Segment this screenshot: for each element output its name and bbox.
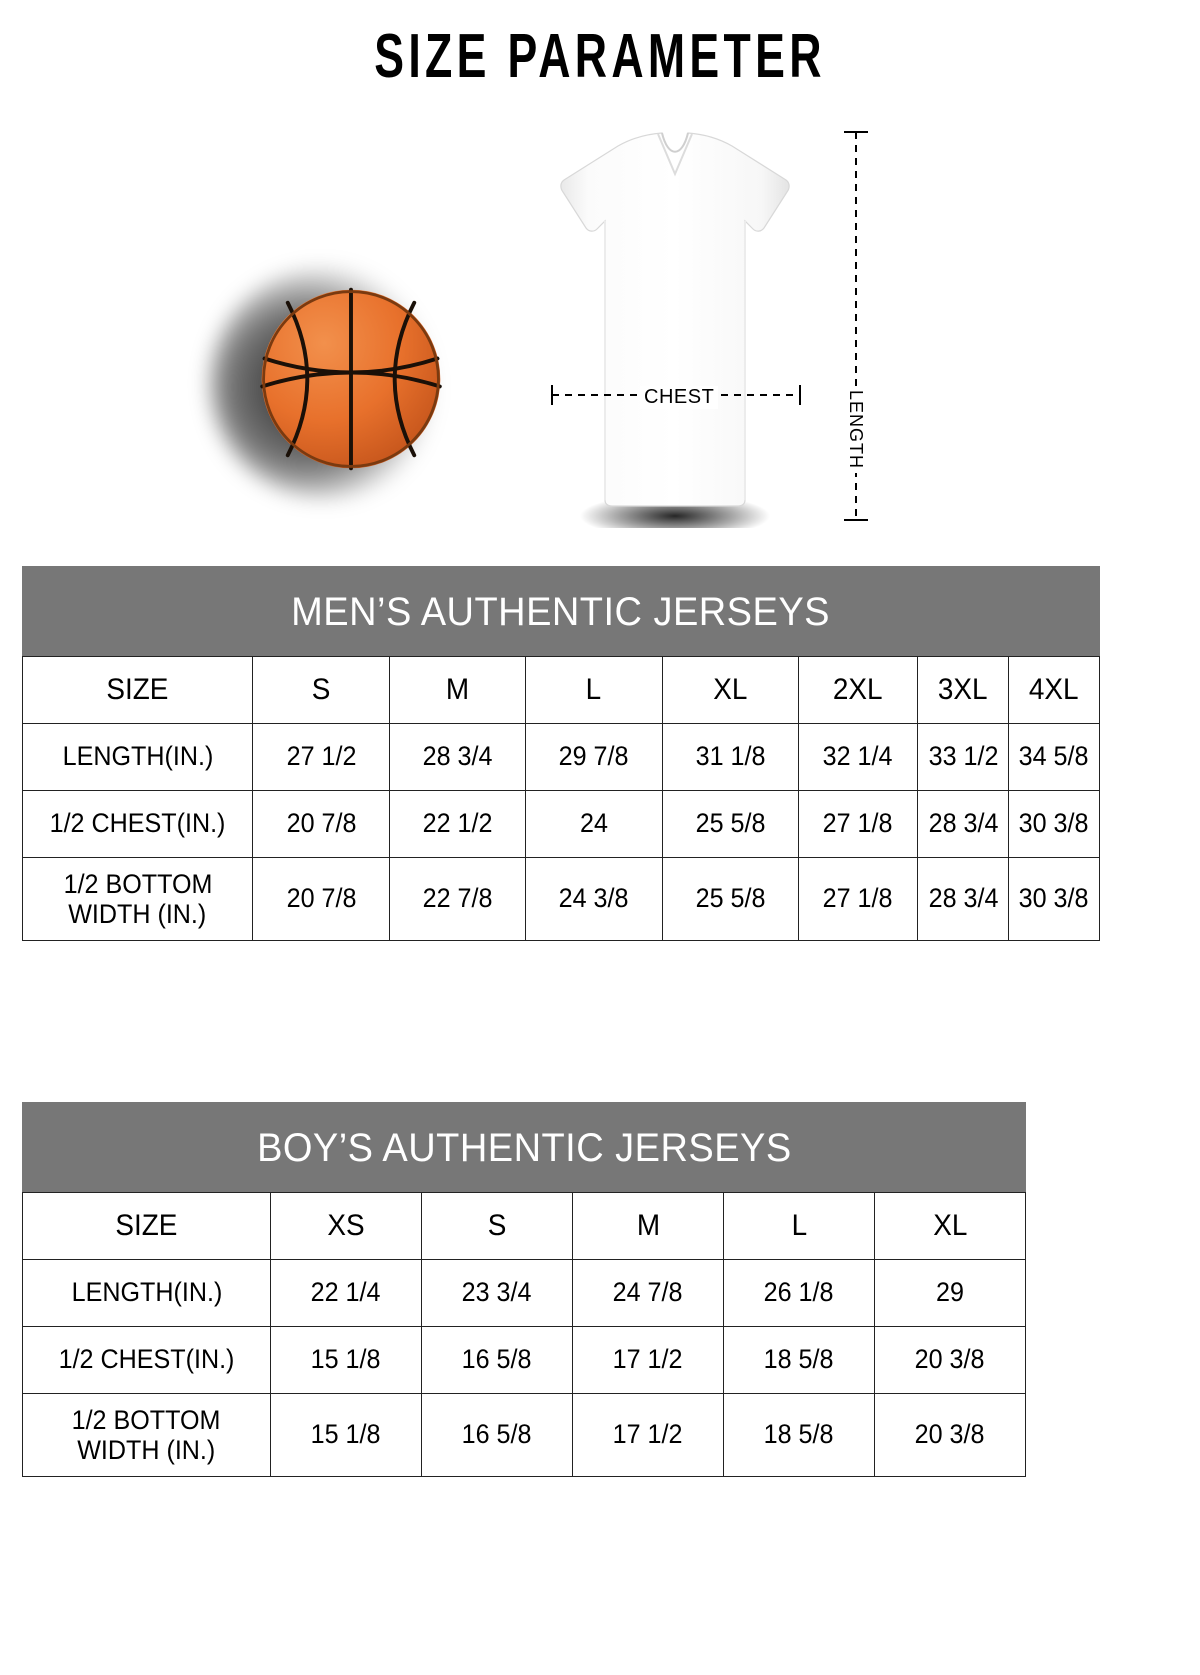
cell-length-2xl: 32 1/4 — [797, 723, 919, 791]
cell-bottom-2xl: 27 1/8 — [797, 857, 919, 941]
table-row: LENGTH(IN.) 27 1/2 28 3/4 29 7/8 31 1/8 … — [21, 723, 1100, 791]
cell-bottom-s: 16 5/8 — [421, 1393, 573, 1477]
cell-chest-l: 24 — [525, 790, 663, 858]
cell-chest-m: 22 1/2 — [388, 790, 527, 858]
table-row: LENGTH(IN.) 22 1/4 23 3/4 24 7/8 26 1/8 … — [22, 1259, 1026, 1327]
header-cell-l: L — [525, 656, 663, 724]
table-header-row: SIZE S M L XL 2XL 3XL 4XL — [21, 656, 1100, 724]
row-label-chest: 1/2 CHEST(IN.) — [21, 790, 254, 858]
boys-table-title: BOY’S AUTHENTIC JERSEYS — [22, 1102, 1026, 1192]
cell-bottom-m: 17 1/2 — [572, 1393, 724, 1477]
header-cell-l: L — [723, 1192, 875, 1260]
cell-length-m: 28 3/4 — [388, 723, 527, 791]
cell-length-m: 24 7/8 — [572, 1259, 724, 1327]
basketball-svg — [260, 287, 442, 471]
cell-chest-s: 20 7/8 — [252, 790, 390, 858]
header-cell-4xl: 4XL — [1008, 656, 1100, 724]
cell-length-xs: 22 1/4 — [270, 1259, 422, 1327]
cell-chest-2xl: 27 1/8 — [797, 790, 919, 858]
cell-chest-m: 17 1/2 — [572, 1326, 724, 1394]
cell-length-xl: 31 1/8 — [661, 723, 799, 791]
header-cell-xs: XS — [270, 1192, 422, 1260]
cell-chest-4xl: 30 3/8 — [1008, 790, 1100, 858]
cell-chest-l: 18 5/8 — [723, 1326, 875, 1394]
cell-length-xl: 29 — [874, 1259, 1026, 1327]
boys-size-table: SIZE XS S M L XL LENGTH(IN.) 22 1/4 23 3… — [22, 1192, 1026, 1477]
table-row: 1/2 CHEST(IN.) 15 1/8 16 5/8 17 1/2 18 5… — [22, 1326, 1026, 1394]
table-row: 1/2 CHEST(IN.) 20 7/8 22 1/2 24 25 5/8 2… — [21, 790, 1100, 858]
header-cell-s: S — [252, 656, 390, 724]
cell-bottom-l: 24 3/8 — [525, 857, 663, 941]
header-cell-m: M — [572, 1192, 724, 1260]
mens-table-title: MEN’S AUTHENTIC JERSEYS — [22, 566, 1100, 656]
illustration-area: CHEST LENGTH — [0, 118, 1200, 538]
row-label-length: LENGTH(IN.) — [21, 723, 254, 791]
header-cell-s: S — [421, 1192, 573, 1260]
cell-chest-3xl: 28 3/4 — [917, 790, 1010, 858]
cell-length-4xl: 34 5/8 — [1008, 723, 1100, 791]
cell-bottom-s: 20 7/8 — [252, 857, 390, 941]
header-cell-xl: XL — [661, 656, 799, 724]
row-label-chest: 1/2 CHEST(IN.) — [22, 1326, 271, 1394]
jersey-icon — [560, 132, 790, 528]
cell-bottom-l: 18 5/8 — [723, 1393, 875, 1477]
cell-bottom-xl: 25 5/8 — [661, 857, 799, 941]
mens-size-table: SIZE S M L XL 2XL 3XL 4XL LENGTH(IN.) 27… — [21, 656, 1100, 941]
cell-chest-xl: 25 5/8 — [661, 790, 799, 858]
cell-bottom-4xl: 30 3/8 — [1008, 857, 1100, 941]
cell-length-l: 26 1/8 — [723, 1259, 875, 1327]
cell-bottom-xs: 15 1/8 — [270, 1393, 422, 1477]
header-cell-xl: XL — [874, 1192, 1026, 1260]
length-label: LENGTH — [845, 386, 866, 474]
table-row: 1/2 BOTTOM WIDTH (IN.) 20 7/8 22 7/8 24 … — [21, 857, 1100, 941]
cell-bottom-3xl: 28 3/4 — [917, 857, 1010, 941]
chest-label: CHEST — [640, 386, 719, 409]
header-cell-size: SIZE — [22, 1192, 271, 1260]
cell-length-s: 23 3/4 — [421, 1259, 573, 1327]
header-cell-3xl: 3XL — [917, 656, 1010, 724]
basketball-icon — [210, 268, 446, 498]
table-header-row: SIZE XS S M L XL — [22, 1192, 1026, 1260]
header-cell-size: SIZE — [21, 656, 254, 724]
mens-size-table-block: MEN’S AUTHENTIC JERSEYS SIZE S M L XL 2X… — [21, 566, 1100, 941]
cell-bottom-xl: 20 3/8 — [874, 1393, 1026, 1477]
header-cell-m: M — [388, 656, 527, 724]
cell-chest-xl: 20 3/8 — [874, 1326, 1026, 1394]
cell-length-s: 27 1/2 — [252, 723, 390, 791]
row-label-bottom-width: 1/2 BOTTOM WIDTH (IN.) — [21, 857, 254, 941]
cell-chest-xs: 15 1/8 — [270, 1326, 422, 1394]
header-cell-2xl: 2XL — [797, 656, 919, 724]
table-row: 1/2 BOTTOM WIDTH (IN.) 15 1/8 16 5/8 17 … — [22, 1393, 1026, 1477]
cell-bottom-m: 22 7/8 — [388, 857, 527, 941]
length-measure-line — [844, 131, 868, 521]
boys-size-table-block: BOY’S AUTHENTIC JERSEYS SIZE XS S M L XL… — [22, 1102, 1026, 1477]
row-label-bottom-width: 1/2 BOTTOM WIDTH (IN.) — [22, 1393, 271, 1477]
page-title: SIZE PARAMETER — [374, 22, 826, 91]
row-label-length: LENGTH(IN.) — [22, 1259, 271, 1327]
cell-chest-s: 16 5/8 — [421, 1326, 573, 1394]
cell-length-3xl: 33 1/2 — [917, 723, 1010, 791]
cell-length-l: 29 7/8 — [525, 723, 663, 791]
